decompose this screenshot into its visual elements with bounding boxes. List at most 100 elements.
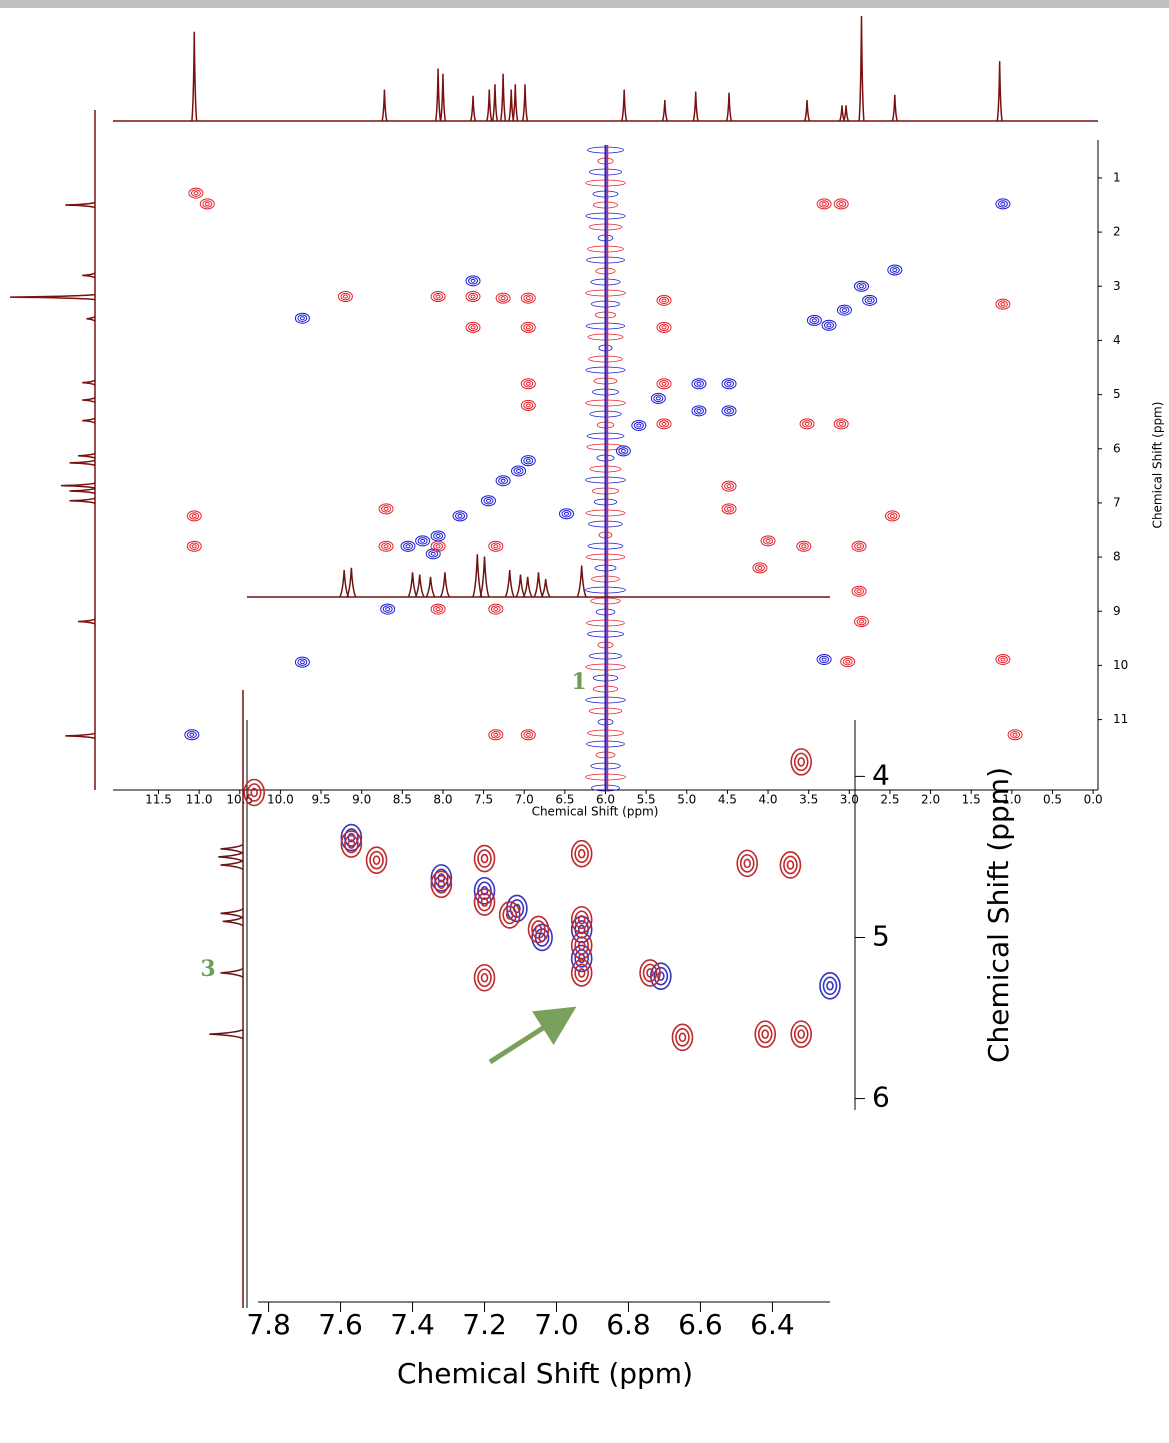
contour — [696, 408, 702, 413]
contour — [636, 423, 642, 428]
x-tick-label: 6.5 — [555, 793, 574, 807]
contour — [433, 605, 444, 613]
contour — [525, 325, 531, 330]
contour — [372, 855, 381, 865]
contour — [369, 850, 384, 870]
cross-peak — [721, 378, 737, 390]
contour — [299, 316, 305, 321]
contour — [650, 392, 666, 404]
contour — [821, 201, 827, 206]
contour — [340, 830, 363, 858]
projection-peak — [86, 315, 96, 322]
cross-peak — [833, 198, 849, 210]
contour — [488, 603, 504, 615]
contour — [525, 458, 531, 463]
x-tick-label: 11.5 — [145, 793, 172, 807]
cross-peak — [488, 540, 504, 552]
contour — [347, 839, 356, 849]
contour — [531, 920, 546, 939]
contour — [490, 731, 501, 739]
contour — [191, 544, 197, 549]
annotation: 1 — [571, 669, 586, 695]
cross-peak — [465, 321, 481, 333]
projection-peak — [439, 572, 450, 598]
cross-peak — [806, 314, 822, 326]
contour — [184, 729, 200, 741]
contour — [736, 849, 759, 878]
contour — [631, 419, 647, 431]
contour — [344, 828, 359, 847]
x-tick-label: 5.5 — [637, 793, 656, 807]
contour — [653, 394, 664, 403]
cross-peak — [506, 894, 528, 923]
x-tick-label: 0.0 — [1084, 793, 1103, 807]
cross-peak — [851, 540, 867, 552]
contour — [763, 537, 774, 545]
contour — [378, 540, 394, 552]
y-tick-label: 9 — [1113, 604, 1121, 618]
contour — [618, 447, 629, 455]
x-tick-label: 3.0 — [840, 793, 859, 807]
ridge — [585, 145, 626, 792]
contour — [433, 532, 444, 540]
contour — [523, 323, 534, 332]
contour — [498, 477, 509, 485]
contour — [574, 910, 589, 930]
cross-peak — [570, 905, 593, 934]
contour — [726, 484, 732, 489]
contour — [799, 418, 815, 430]
cross-peak — [854, 280, 870, 292]
x-tick-label: 11.0 — [186, 793, 213, 807]
contour — [433, 542, 444, 550]
cross-peak — [430, 870, 453, 899]
projection-peak — [82, 417, 96, 424]
projection-peak — [838, 105, 846, 122]
cross-peak — [799, 418, 815, 430]
cross-peak — [430, 291, 446, 303]
cross-peak — [340, 830, 363, 858]
contour — [493, 607, 499, 612]
contour — [520, 378, 536, 390]
cross-peak — [995, 298, 1011, 310]
contour — [480, 885, 489, 896]
contour — [505, 910, 514, 920]
contour — [693, 407, 704, 415]
contour — [615, 445, 631, 457]
contour — [473, 888, 496, 916]
projection-peak — [504, 569, 515, 598]
cross-peak — [488, 729, 504, 741]
contour — [337, 291, 353, 303]
projection-peak — [725, 92, 733, 122]
contour — [1000, 201, 1006, 206]
projection-peak — [82, 396, 96, 404]
contour — [790, 1020, 813, 1048]
contour — [691, 378, 707, 390]
projection-peak — [339, 569, 350, 598]
x-tick-label: 5.0 — [677, 793, 696, 807]
cross-peak — [430, 530, 446, 542]
contour — [534, 924, 543, 935]
contour — [250, 787, 258, 798]
contour — [801, 544, 807, 549]
projection-peak — [60, 482, 96, 489]
contour — [842, 657, 853, 666]
y-tick-label: 6 — [872, 1081, 890, 1114]
contour — [826, 981, 834, 991]
contour — [819, 200, 830, 208]
contour — [1010, 731, 1021, 739]
cross-peak — [465, 275, 481, 287]
contour — [437, 873, 446, 883]
projection-peak — [346, 567, 357, 598]
contour — [997, 300, 1008, 308]
projection-peak — [220, 859, 244, 871]
contour — [520, 292, 536, 304]
contour — [202, 200, 213, 208]
contour — [189, 542, 200, 550]
contour — [656, 378, 672, 390]
projection-peak — [407, 572, 418, 598]
contour — [726, 381, 732, 386]
contour — [527, 915, 550, 944]
contour — [833, 418, 849, 430]
contour — [523, 380, 534, 388]
contour — [816, 198, 832, 210]
